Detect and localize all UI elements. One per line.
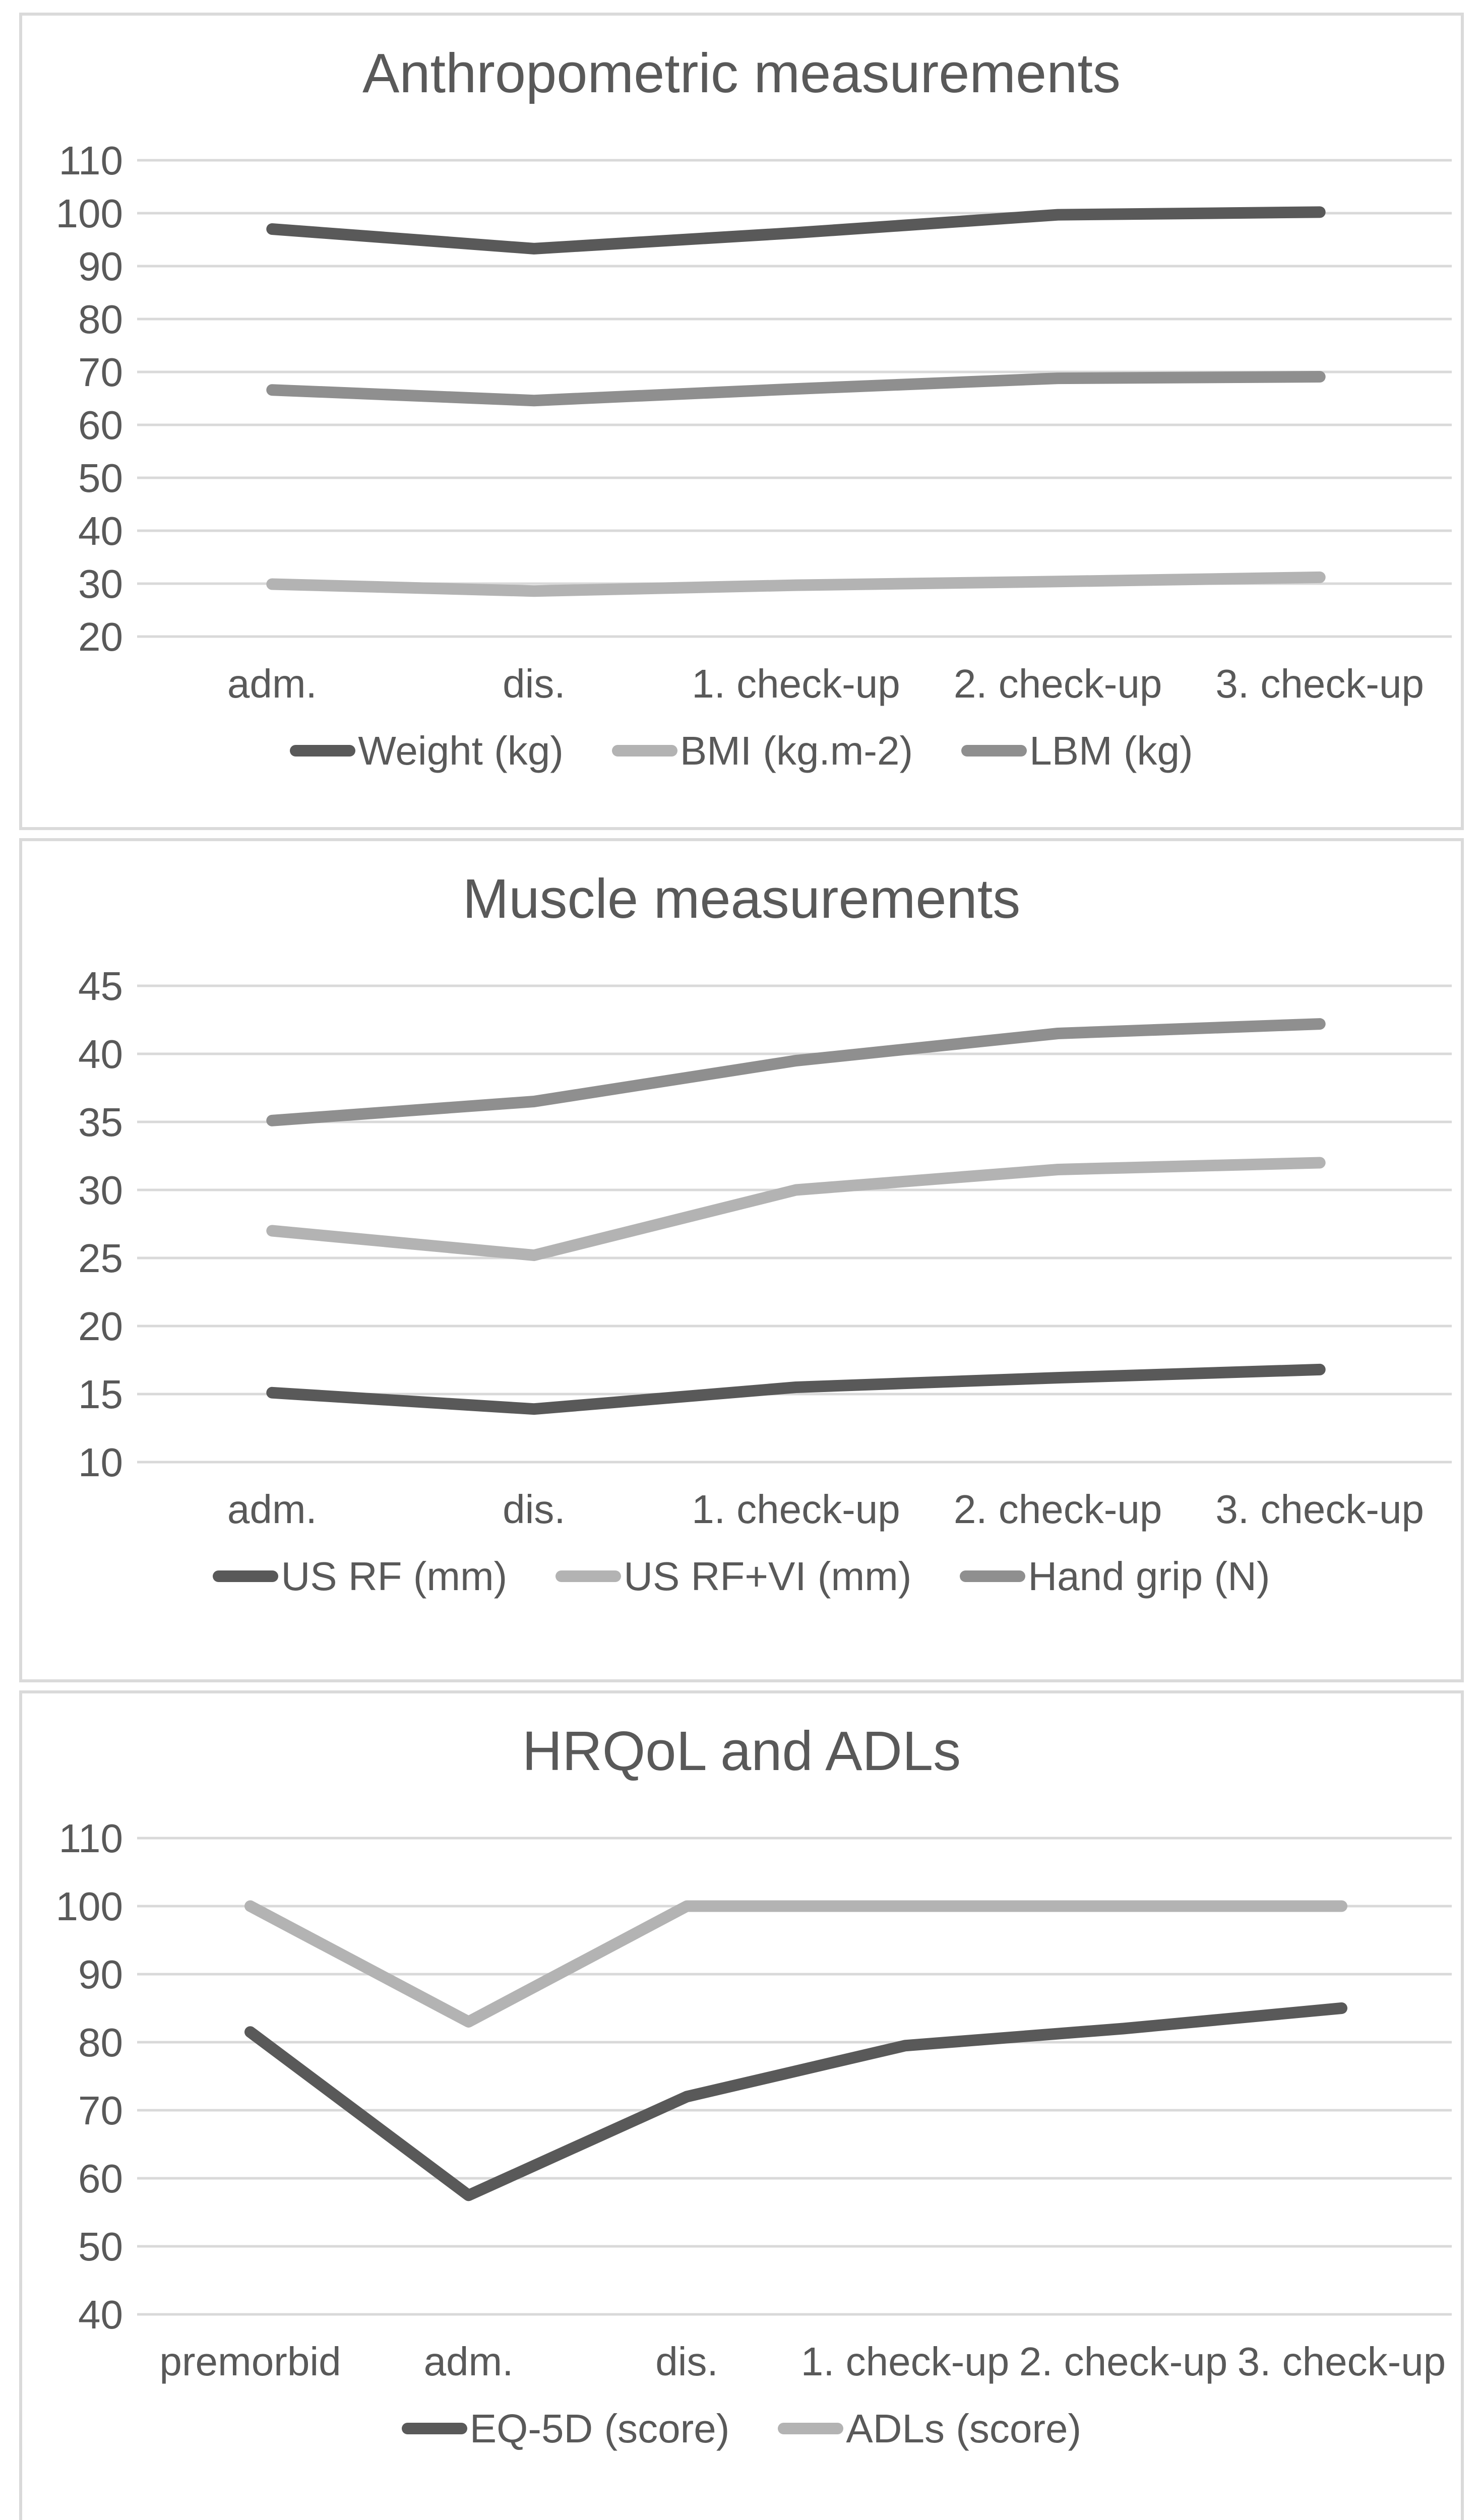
y-tick-label: 10 [78,1440,123,1485]
legend-label: ADLs (score) [846,2406,1082,2451]
chart-panel-anthropometric: Anthropometric measurements 110 100 90 80 70… [19,13,1464,830]
legend-item: Weight (kg) [290,728,564,774]
y-tick-label: 45 [78,964,123,1009]
series-line-lbm-kg [266,370,1326,406]
y-tick-label: 100 [56,1884,123,1929]
legend-swatch [960,1570,1026,1582]
legend-label: EQ-5D (score) [469,2406,730,2451]
y-tick-label: 60 [78,403,123,448]
chart-legend: Weight (kg) BMI (kg.m-2) LBM (kg) [22,728,1461,774]
chart-panel-muscle: Muscle measurements 45 40 35 30 25 20 15 10 adm.… [19,838,1464,1682]
legend-swatch [961,745,1027,757]
x-axis-label: 3. check-up [1238,2339,1446,2384]
legend-label: BMI (kg.m-2) [679,728,913,773]
legend-label: Hand grip (N) [1028,1553,1270,1599]
series-line-weight-kg [266,206,1326,255]
chart-legend: EQ-5D (score) ADLs (score) [22,2406,1461,2452]
legend-item: ADLs (score) [778,2406,1081,2452]
legend-label: US RF (mm) [281,1553,508,1599]
legend-item: US RF (mm) [213,1553,507,1600]
y-tick-label: 70 [78,350,123,395]
series-line-hand-grip-n [266,1018,1326,1126]
y-tick-label: 80 [78,297,123,342]
chart-legend: US RF (mm) US RF+VI (mm) Hand grip (N) [22,1553,1461,1600]
x-axis-label: 1. check-up [801,2339,1010,2384]
y-tick-label: 30 [78,561,123,606]
legend-swatch [290,745,356,757]
y-tick-label: 25 [78,1236,123,1281]
legend-swatch [401,2423,467,2434]
legend-swatch [778,2423,844,2434]
legend-item: EQ-5D (score) [401,2406,730,2452]
x-axis-label: dis. [655,2339,718,2384]
legend-swatch [555,1570,622,1582]
y-tick-label: 35 [78,1100,123,1145]
chart-title: Muscle measurements [462,868,1021,930]
chart-plot: 45 40 35 30 25 20 15 10 adm. dis. 1. check-up 2. ch… [78,964,1452,1532]
y-tick-label: 70 [78,2088,123,2133]
x-axis-label: adm. [227,1487,317,1532]
x-axis-label: 1. check-up [692,1487,900,1532]
legend-label: Weight (kg) [358,728,564,773]
chart-title: HRQoL and ADLs [522,1720,961,1782]
y-tick-label: 20 [78,1304,123,1349]
x-axis-label: 1. check-up [692,661,900,706]
y-tick-label: 60 [78,2156,123,2201]
y-tick-label: 40 [78,509,123,553]
x-axis-label: premorbid [159,2339,341,2384]
y-tick-label: 30 [78,1168,123,1213]
legend-swatch [213,1570,279,1582]
series-line-adls-score [244,1900,1347,2028]
y-tick-label: 40 [78,1032,123,1077]
legend-item: US RF+VI (mm) [555,1553,911,1600]
legend-item: BMI (kg.m-2) [611,728,913,774]
y-tick-label: 100 [56,191,123,236]
x-axis-label: 2. check-up [954,661,1162,706]
series-line-us-rf-vi-mm [266,1157,1326,1261]
x-axis-label: 2. check-up [954,1487,1162,1532]
legend-item: Hand grip (N) [960,1553,1270,1600]
series-line-us-rf-mm [266,1363,1326,1415]
y-tick-label: 20 [78,614,123,659]
x-axis-label: 3. check-up [1215,1487,1424,1532]
legend-label: LBM (kg) [1029,728,1193,773]
series-line-eq-5d-score [244,2002,1347,2201]
legend-label: US RF+VI (mm) [624,1553,912,1599]
y-tick-label: 15 [78,1372,123,1417]
x-axis-label: adm. [227,661,317,706]
legend-item: LBM (kg) [961,728,1193,774]
y-tick-label: 50 [78,456,123,500]
y-tick-label: 110 [58,138,123,183]
y-tick-label: 110 [58,1816,123,1861]
x-axis-label: adm. [424,2339,514,2384]
series-line-bmi-kg-m-2 [266,571,1326,597]
chart-plot: 110 100 90 80 70 60 50 40 30 20 adm. dis. 1. check-u… [56,138,1452,706]
y-tick-label: 80 [78,2020,123,2065]
y-tick-label: 90 [78,1952,123,1997]
x-axis-label: 3. check-up [1215,661,1424,706]
legend-swatch [611,745,677,757]
chart-panel-hrqol-adls: HRQoL and ADLs 110 100 90 80 70 60 50 40 premorb… [19,1690,1464,2520]
y-tick-label: 50 [78,2224,123,2269]
x-axis-label: dis. [503,661,566,706]
y-tick-label: 40 [78,2292,123,2337]
chart-plot: 110 100 90 80 70 60 50 40 premorbid adm. dis. 1. ch… [56,1816,1452,2384]
x-axis-label: dis. [503,1487,566,1532]
x-axis-label: 2. check-up [1019,2339,1228,2384]
y-tick-label: 90 [78,244,123,289]
chart-title: Anthropometric measurements [362,42,1121,104]
